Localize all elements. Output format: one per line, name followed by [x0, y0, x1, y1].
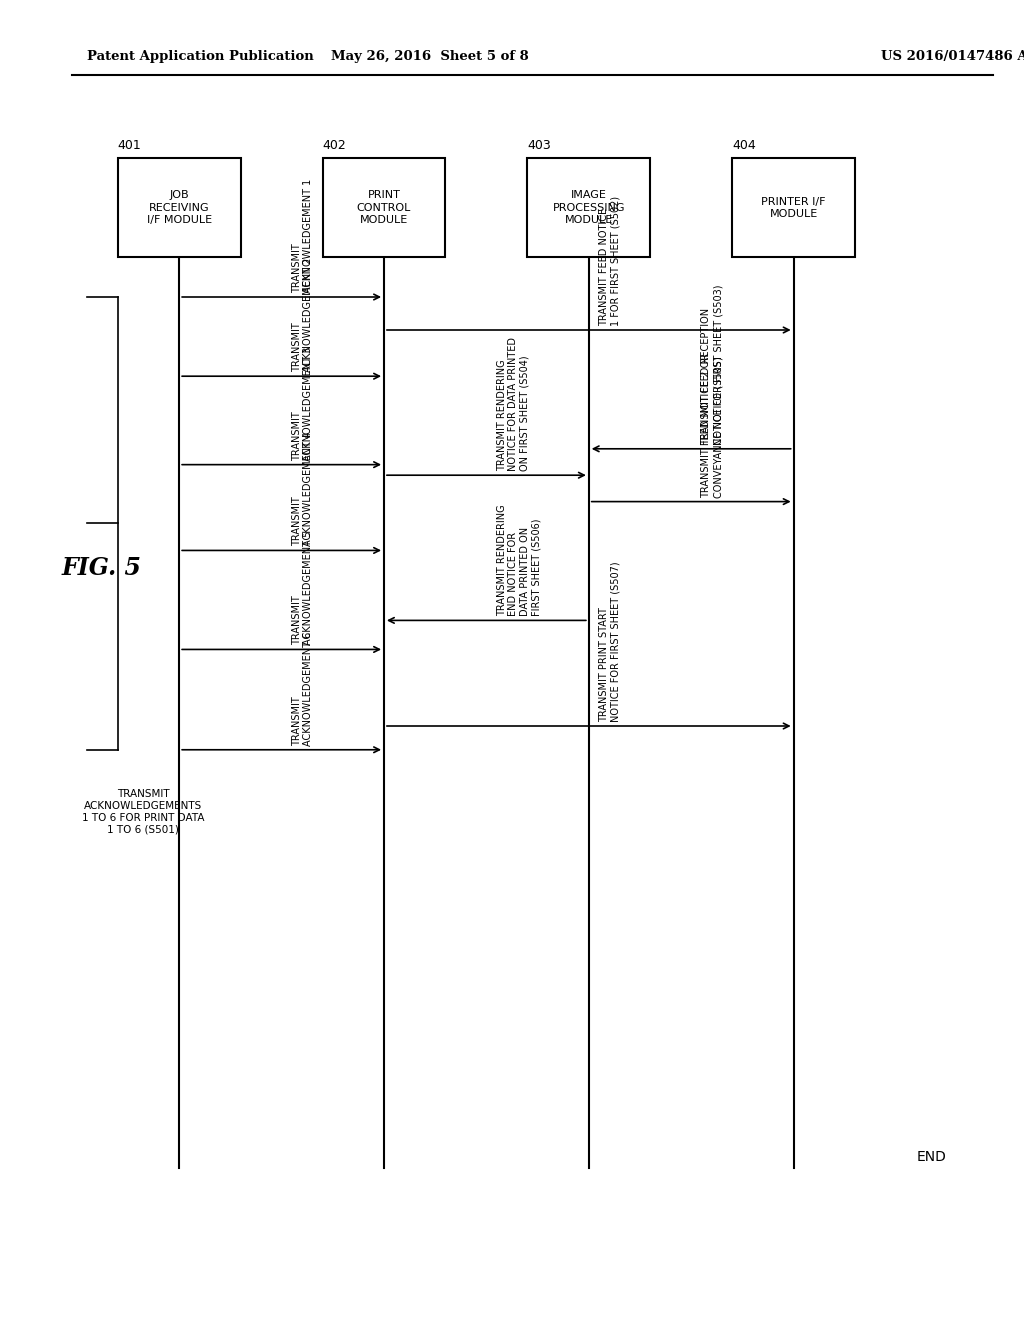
Text: PRINTER I/F
MODULE: PRINTER I/F MODULE [762, 197, 825, 219]
Bar [527, 158, 650, 257]
Text: 403: 403 [527, 139, 551, 152]
Text: TRANSMIT
ACKNOWLEDGEMENT 6: TRANSMIT ACKNOWLEDGEMENT 6 [292, 631, 313, 746]
Text: FIG. 5: FIG. 5 [61, 556, 141, 579]
Text: US 2016/0147486 A1: US 2016/0147486 A1 [881, 50, 1024, 63]
Text: TRANSMIT FEED NOTICE
1 FOR FIRST SHEET (S502): TRANSMIT FEED NOTICE 1 FOR FIRST SHEET (… [599, 195, 621, 326]
Text: PRINT
CONTROL
MODULE: PRINT CONTROL MODULE [356, 190, 412, 226]
Text: TRANSMIT FEED NOTICE 2 OR
CONVEYANCE NOTICE (S505): TRANSMIT FEED NOTICE 2 OR CONVEYANCE NOT… [701, 352, 723, 498]
Text: IMAGE
PROCESSING
MODULE: IMAGE PROCESSING MODULE [553, 190, 625, 226]
Bar [732, 158, 855, 257]
Text: TRANSMIT
ACKNOWLEDGEMENT 1: TRANSMIT ACKNOWLEDGEMENT 1 [292, 178, 313, 293]
Bar [118, 158, 241, 257]
Text: TRANSMIT RENDERING
NOTICE FOR DATA PRINTED
ON FIRST SHEET (S504): TRANSMIT RENDERING NOTICE FOR DATA PRINT… [497, 337, 529, 471]
Text: JOB
RECEIVING
I/F MODULE: JOB RECEIVING I/F MODULE [146, 190, 212, 226]
Text: 404: 404 [732, 139, 756, 152]
Text: 402: 402 [323, 139, 346, 152]
Text: TRANSMIT
ACKNOWLEDGEMENTS
1 TO 6 FOR PRINT DATA
1 TO 6 (S501): TRANSMIT ACKNOWLEDGEMENTS 1 TO 6 FOR PRI… [82, 789, 205, 834]
Text: May 26, 2016  Sheet 5 of 8: May 26, 2016 Sheet 5 of 8 [331, 50, 529, 63]
Text: TRANSMIT RENDERING
END NOTICE FOR
DATA PRINTED ON
FIRST SHEET (S506): TRANSMIT RENDERING END NOTICE FOR DATA P… [497, 504, 542, 616]
Text: TRANSMIT FEED RECEPTION
NOTICE FOR FIRST SHEET (S503): TRANSMIT FEED RECEPTION NOTICE FOR FIRST… [701, 284, 723, 445]
Bar [323, 158, 445, 257]
Text: END: END [916, 1150, 947, 1164]
Text: 401: 401 [118, 139, 141, 152]
Text: TRANSMIT
ACKNOWLEDGEMENT 5: TRANSMIT ACKNOWLEDGEMENT 5 [292, 531, 313, 645]
Text: TRANSMIT
ACKNOWLEDGEMENT 2: TRANSMIT ACKNOWLEDGEMENT 2 [292, 257, 313, 372]
Text: TRANSMIT
ACKNOWLEDGEMENT 4: TRANSMIT ACKNOWLEDGEMENT 4 [292, 432, 313, 546]
Text: Patent Application Publication: Patent Application Publication [87, 50, 313, 63]
Text: TRANSMIT
ACKNOWLEDGEMENT 3: TRANSMIT ACKNOWLEDGEMENT 3 [292, 346, 313, 461]
Text: TRANSMIT PRINT START
NOTICE FOR FIRST SHEET (S507): TRANSMIT PRINT START NOTICE FOR FIRST SH… [599, 561, 621, 722]
